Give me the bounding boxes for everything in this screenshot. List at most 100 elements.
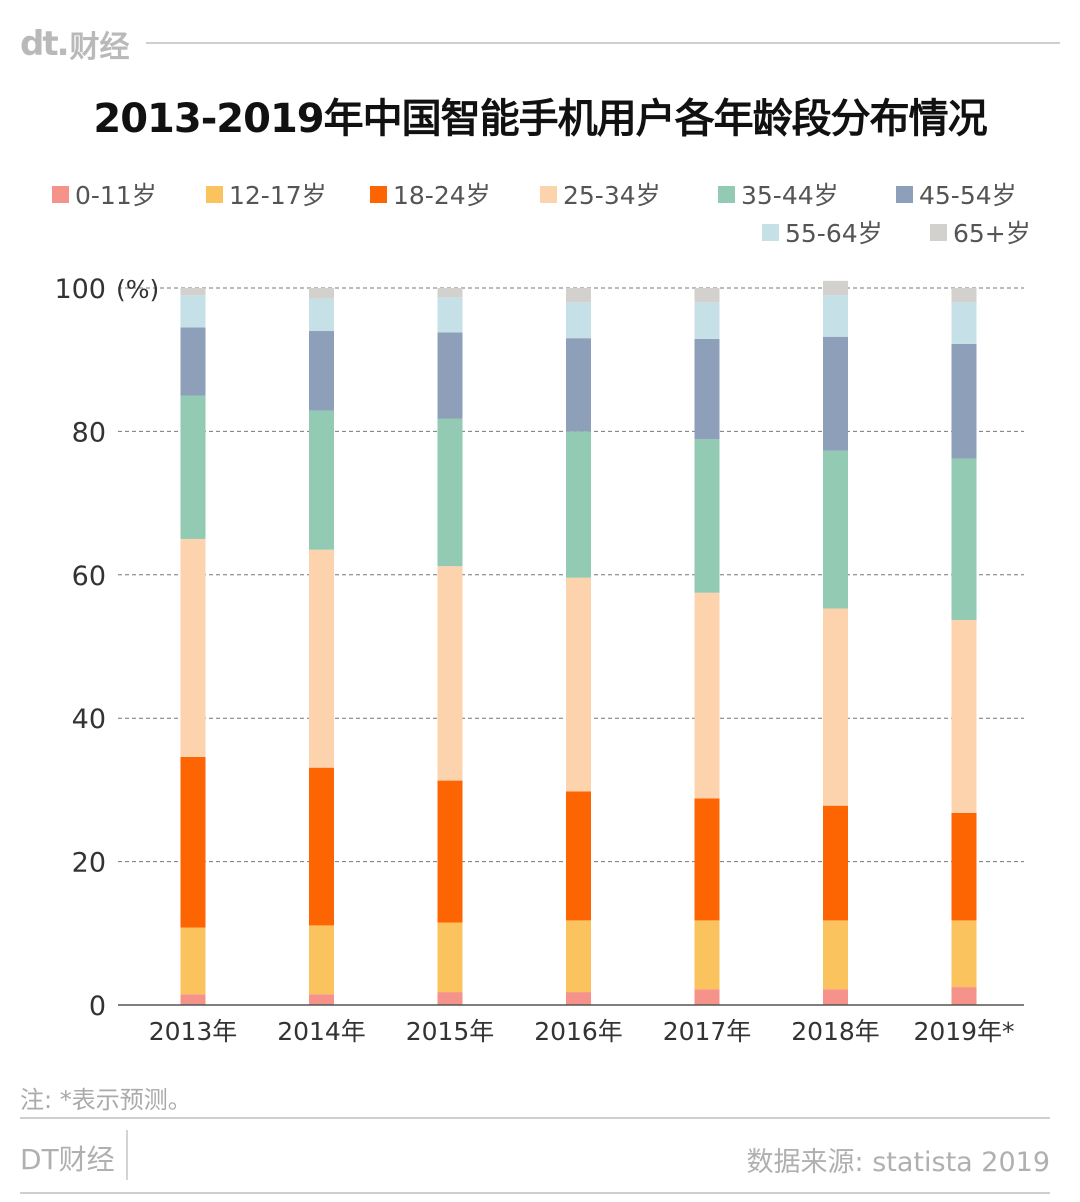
legend-swatch — [206, 185, 223, 203]
bar-segment — [437, 297, 463, 333]
legend-swatch — [896, 185, 913, 203]
legend-swatch — [930, 223, 947, 241]
footer-vertical-divider — [126, 1130, 128, 1180]
legend-item: 0-11岁 — [52, 176, 157, 212]
x-tick-label: 2013年 — [149, 1017, 238, 1046]
bar-segment — [951, 812, 977, 921]
y-tick-label: 100 — [54, 274, 106, 305]
bar-segment — [180, 756, 206, 928]
bar-segment — [309, 331, 334, 411]
legend-label: 55-64岁 — [785, 219, 883, 248]
bar-segment — [566, 302, 591, 339]
legend-swatch — [370, 185, 387, 203]
bar-segment — [180, 927, 206, 995]
bar-segment — [823, 608, 848, 806]
bar-segment — [437, 922, 463, 993]
footer-brand: DT财经 — [20, 1143, 115, 1176]
bar-segment — [823, 450, 848, 609]
legend-swatch — [762, 223, 779, 241]
bar-segment — [823, 280, 848, 296]
x-tick-label: 2018年 — [791, 1017, 880, 1046]
bar-segment — [180, 295, 206, 328]
bar-segment — [437, 332, 463, 419]
bar-segment — [566, 288, 591, 303]
legend-label: 35-44岁 — [741, 181, 839, 210]
bar-segment — [180, 994, 206, 1005]
legend-swatch — [718, 185, 735, 203]
bar-segment — [951, 288, 977, 303]
x-tick-label: 2019年* — [913, 1017, 1014, 1046]
bar-segment — [309, 767, 334, 926]
footer-divider-bottom — [20, 1192, 1050, 1194]
chart-title: 2013-2019年中国智能手机用户各年龄段分布情况 — [93, 96, 987, 142]
x-tick-label: 2014年 — [277, 1017, 366, 1046]
bar-segment — [951, 987, 977, 1005]
bar-segment — [309, 410, 334, 550]
x-tick-label: 2017年 — [663, 1017, 752, 1046]
legend-item: 25-34岁 — [540, 176, 661, 212]
bar-segment — [437, 566, 463, 781]
y-tick-label: 40 — [72, 704, 106, 735]
bar-segment — [823, 989, 848, 1005]
bar-segment — [566, 791, 591, 921]
bar-segment — [694, 302, 720, 339]
footer-divider-top — [20, 1117, 1050, 1119]
bar-segment — [951, 458, 977, 620]
legend-label: 25-34岁 — [563, 181, 661, 210]
legend-label: 45-54岁 — [919, 181, 1017, 210]
bar-segment — [437, 780, 463, 923]
bar-segment — [309, 549, 334, 768]
bar-segment — [566, 338, 591, 432]
legend-item: 65+岁 — [930, 214, 1031, 250]
logo-mark: dt. — [20, 24, 69, 64]
bar-segment — [437, 288, 463, 298]
data-source: 数据来源: statista 2019 — [746, 1147, 1050, 1178]
bar-segment — [437, 418, 463, 567]
bar-segment — [694, 798, 720, 921]
bar-segment — [694, 288, 720, 303]
bar-segment — [951, 302, 977, 344]
bar-segment — [951, 920, 977, 988]
legend-label: 12-17岁 — [229, 181, 327, 210]
x-tick-label: 2015年 — [406, 1017, 495, 1046]
legend-item: 12-17岁 — [206, 176, 327, 212]
bar-segment — [951, 343, 977, 459]
y-tick-label: 60 — [72, 561, 106, 592]
bar-segment — [180, 395, 206, 539]
y-tick-label: 0 — [89, 991, 106, 1022]
logo-text: 财经 — [69, 30, 130, 65]
bar-segment — [694, 989, 720, 1005]
bar-segment — [951, 619, 977, 813]
bar-segment — [180, 538, 206, 757]
y-tick-label: 80 — [72, 417, 106, 448]
bar-segment — [566, 992, 591, 1005]
brand-logo: dt. 财经 — [20, 24, 130, 65]
legend-swatch — [540, 185, 557, 203]
bar-segment — [566, 577, 591, 792]
chart-legend: 0-11岁 12-17岁 18-24岁 25-34岁 35-44岁 45-54岁 55-64… — [40, 172, 1040, 252]
y-axis-unit: (%) — [116, 275, 159, 304]
legend-item: 35-44岁 — [718, 176, 839, 212]
bar-segment — [437, 992, 463, 1005]
legend-swatch — [52, 185, 69, 203]
bar-segment — [309, 925, 334, 995]
bar-segment — [694, 338, 720, 440]
bar-segment — [694, 439, 720, 593]
bar-segment — [823, 805, 848, 921]
bar-segment — [823, 295, 848, 337]
y-tick-label: 20 — [72, 848, 106, 879]
stacked-bar-chart: 0 20 40 60 80 100 (%) 2013年 2014年 2015年 2016年 2017年… — [54, 274, 1024, 1046]
legend-label: 65+岁 — [953, 219, 1031, 248]
bar-segment — [566, 431, 591, 578]
bar-segment — [694, 592, 720, 799]
header-divider — [146, 42, 1060, 44]
legend-label: 18-24岁 — [393, 181, 491, 210]
legend-label: 0-11岁 — [75, 181, 157, 210]
legend-item: 45-54岁 — [896, 176, 1017, 212]
chart-note: 注: *表示预测。 — [20, 1086, 192, 1114]
bar-segment — [309, 288, 334, 299]
bar-segment — [180, 288, 206, 296]
legend-item: 18-24岁 — [370, 176, 491, 212]
bar-segment — [309, 994, 334, 1005]
bar-segment — [823, 336, 848, 451]
